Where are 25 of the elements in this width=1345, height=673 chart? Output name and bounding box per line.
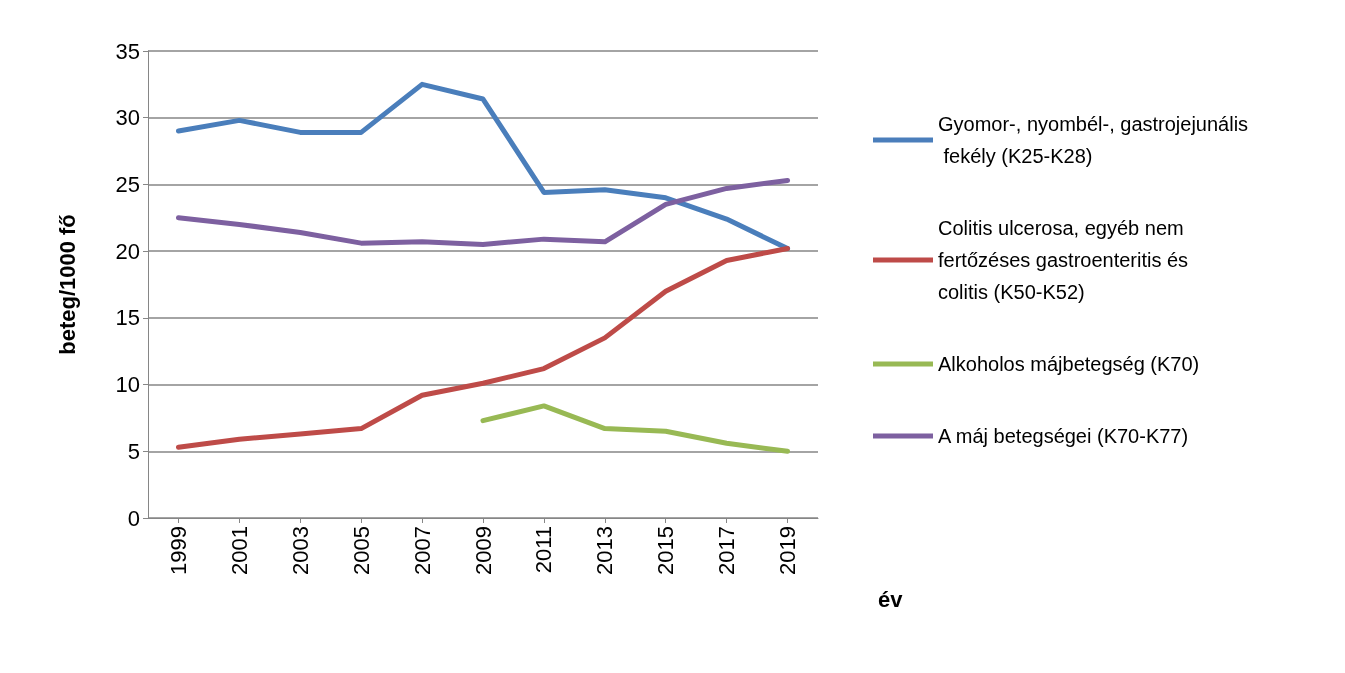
y-tick-label: 25 bbox=[115, 171, 140, 197]
y-tick-label: 15 bbox=[115, 305, 140, 331]
x-tick-label: 2005 bbox=[348, 526, 374, 575]
legend-label: A máj betegségei (K70-K77) bbox=[938, 425, 1189, 447]
y-tick-label: 5 bbox=[127, 438, 140, 464]
legend-label: Colitis ulcerosa, egyéb nem fertőzéses gastroenteritis és colitis (K50-K52) bbox=[938, 217, 1194, 303]
y-tick-label: 20 bbox=[115, 238, 140, 264]
x-tick-label: 2009 bbox=[470, 526, 496, 575]
x-tick-label: 2019 bbox=[775, 526, 801, 575]
x-tick-label: 2015 bbox=[653, 526, 679, 575]
x-axis-title: év bbox=[878, 586, 904, 612]
y-tick-label: 35 bbox=[115, 38, 140, 64]
x-tick-label: 2003 bbox=[287, 526, 313, 575]
y-axis-title: beteg/1000 fő bbox=[54, 214, 80, 355]
x-tick-label: 1999 bbox=[165, 526, 191, 575]
y-tick-label: 30 bbox=[115, 105, 140, 131]
legend-label: Gyomor-, nyombél-, gastrojejunális fekély (K25-K28) bbox=[938, 113, 1249, 167]
x-tick-label: 2007 bbox=[409, 526, 435, 575]
x-tick-label: 2013 bbox=[592, 526, 618, 575]
y-tick-label: 0 bbox=[127, 505, 140, 531]
x-tick-label: 2011 bbox=[531, 526, 557, 574]
y-tick-label: 10 bbox=[115, 372, 140, 398]
legend-label: Alkoholos májbetegség (K70) bbox=[938, 353, 1200, 375]
x-tick-label: 2017 bbox=[714, 526, 740, 575]
x-tick-label: 2001 bbox=[226, 526, 252, 575]
